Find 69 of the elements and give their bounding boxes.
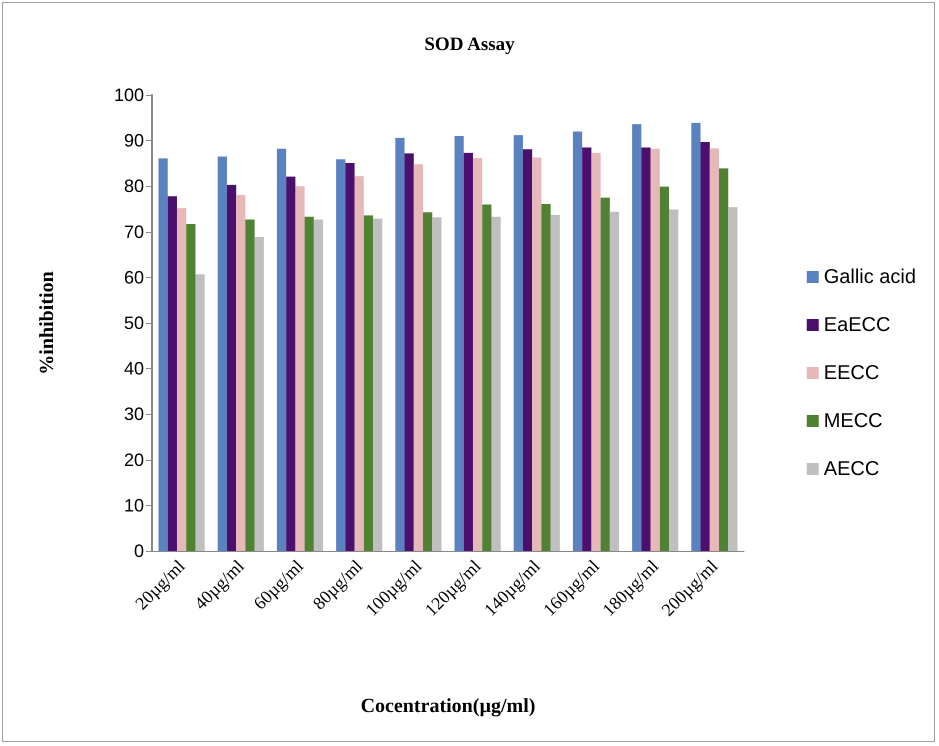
bar	[482, 204, 492, 551]
bar	[691, 122, 701, 551]
bar	[582, 147, 592, 551]
bar	[345, 162, 355, 551]
legend-label: MECC	[824, 410, 883, 432]
bar	[464, 152, 473, 551]
bar	[336, 159, 346, 551]
bar	[700, 142, 710, 551]
bar	[591, 152, 601, 551]
legend-label: AECC	[824, 458, 880, 480]
y-tick-label: 100	[114, 85, 144, 105]
bar	[276, 148, 286, 551]
bar	[660, 186, 670, 551]
bar	[522, 149, 532, 551]
bar	[728, 207, 738, 551]
bar	[650, 148, 660, 551]
y-axis-title: %inhibition	[36, 271, 58, 375]
bar	[414, 164, 424, 551]
bar	[245, 219, 255, 551]
bar	[423, 212, 432, 551]
bar	[514, 135, 523, 551]
bar	[719, 168, 728, 551]
bar	[600, 198, 610, 551]
y-tick-label: 10	[124, 495, 144, 516]
bar	[304, 216, 314, 551]
bar	[254, 236, 264, 551]
bar	[710, 148, 720, 551]
bar	[432, 217, 442, 551]
y-tick-label: 70	[124, 222, 144, 242]
y-tick-label: 40	[124, 358, 144, 379]
bar	[641, 147, 651, 551]
bar	[295, 186, 305, 551]
bar	[314, 219, 324, 551]
bar	[354, 176, 364, 551]
y-tick-label: 90	[124, 130, 144, 151]
bar	[491, 216, 501, 551]
chart-title: SOD Assay	[424, 34, 516, 55]
bar	[195, 274, 205, 551]
bar	[632, 124, 642, 551]
bar	[395, 138, 405, 551]
bar	[550, 214, 560, 551]
y-tick-label: 0	[134, 541, 144, 561]
bar	[404, 153, 414, 551]
legend-label: EECC	[824, 362, 880, 384]
legend-label: Gallic acid	[824, 266, 916, 288]
y-tick-label: 30	[124, 404, 144, 424]
bar	[186, 224, 196, 551]
bar	[610, 212, 620, 551]
bar	[472, 158, 482, 551]
bar	[364, 215, 374, 551]
bar	[176, 208, 186, 551]
legend-label: EaECC	[824, 314, 890, 336]
bar	[286, 176, 296, 551]
bar	[572, 131, 582, 551]
y-tick-label: 20	[124, 450, 144, 470]
y-tick-label: 50	[124, 313, 144, 333]
bar	[454, 136, 464, 551]
bar	[168, 196, 177, 551]
bar	[218, 156, 227, 551]
bar	[541, 204, 551, 551]
bar	[532, 157, 542, 551]
bar	[226, 184, 236, 551]
bar	[373, 218, 382, 551]
bar	[669, 209, 678, 551]
y-tick-label: 60	[124, 267, 144, 288]
bar	[158, 158, 168, 551]
x-axis-title: Cocentration(µg/ml)	[360, 695, 536, 717]
y-tick-label: 80	[124, 176, 144, 196]
bar	[236, 194, 246, 551]
